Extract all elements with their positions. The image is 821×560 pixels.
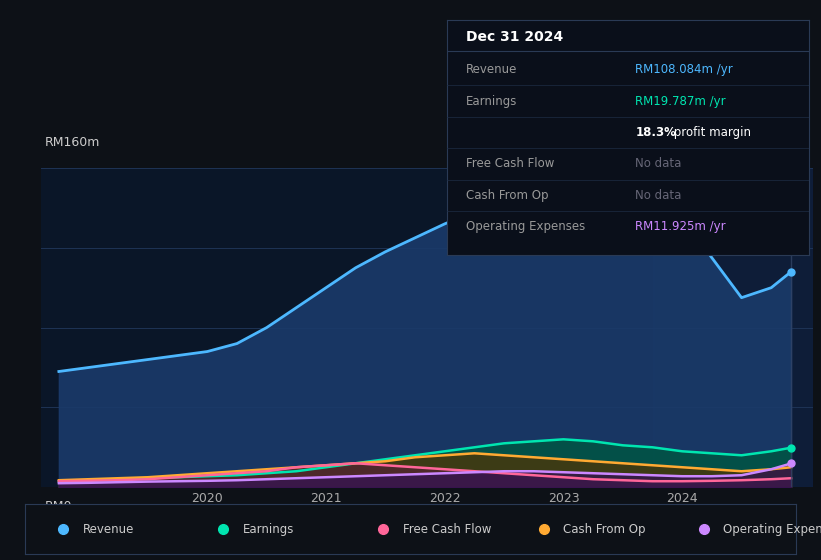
Text: No data: No data (635, 189, 681, 202)
Text: Earnings: Earnings (243, 522, 294, 536)
Text: RM11.925m /yr: RM11.925m /yr (635, 220, 726, 233)
Text: RM0: RM0 (45, 500, 72, 513)
Bar (653, 168, 813, 487)
Text: Operating Expenses: Operating Expenses (466, 220, 585, 233)
Text: profit margin: profit margin (670, 126, 750, 139)
Text: No data: No data (635, 157, 681, 170)
Text: RM160m: RM160m (45, 136, 100, 149)
Text: Earnings: Earnings (466, 95, 517, 108)
Text: Dec 31 2024: Dec 31 2024 (466, 30, 562, 44)
Text: Revenue: Revenue (466, 63, 517, 76)
Text: Free Cash Flow: Free Cash Flow (466, 157, 554, 170)
Text: Cash From Op: Cash From Op (563, 522, 645, 536)
Text: Operating Expenses: Operating Expenses (723, 522, 821, 536)
Text: RM19.787m /yr: RM19.787m /yr (635, 95, 726, 108)
Text: Revenue: Revenue (83, 522, 134, 536)
Text: Cash From Op: Cash From Op (466, 189, 548, 202)
Text: 18.3%: 18.3% (635, 126, 677, 139)
Text: RM108.084m /yr: RM108.084m /yr (635, 63, 733, 76)
Text: Free Cash Flow: Free Cash Flow (403, 522, 491, 536)
